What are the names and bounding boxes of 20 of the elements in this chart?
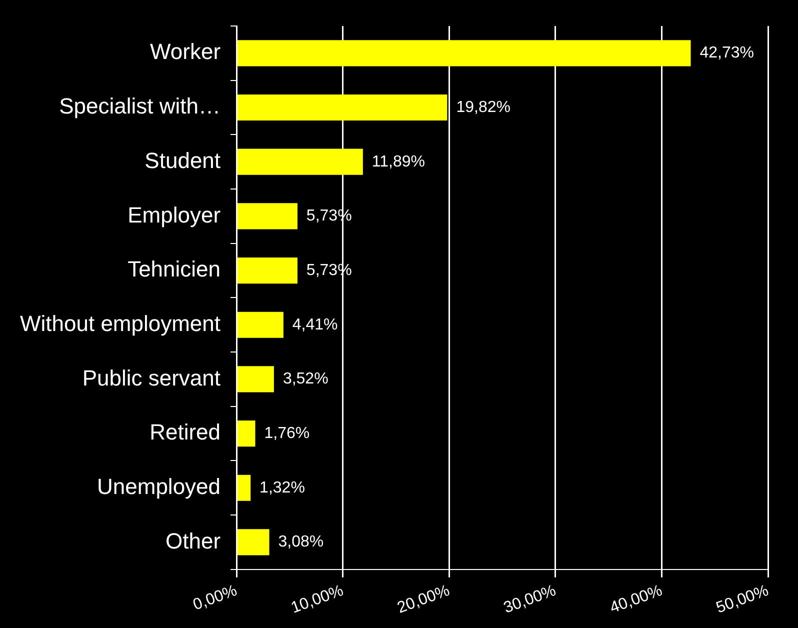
data-label: 3,08% bbox=[278, 534, 324, 551]
data-label: 1,76% bbox=[264, 424, 310, 442]
y-tick-label: Tehnicien bbox=[128, 256, 221, 282]
y-tick-label: Without employment bbox=[20, 310, 221, 336]
y-tick-label: Worker bbox=[150, 39, 221, 64]
y-tick-label: Retired bbox=[150, 420, 221, 445]
y-tick-label: Student bbox=[144, 148, 221, 173]
y-tick-label: Other bbox=[165, 528, 221, 554]
x-tick-label: 40,00% bbox=[608, 582, 665, 617]
data-label: 19,82% bbox=[456, 98, 510, 116]
data-label: 1,32% bbox=[260, 479, 305, 496]
y-tick-label: Public servant bbox=[82, 365, 221, 390]
data-label: 42,73% bbox=[700, 44, 754, 62]
x-tick-label: 0,00% bbox=[190, 582, 240, 614]
y-tick-label: Unemployed bbox=[97, 474, 221, 499]
data-label: 3,52% bbox=[282, 370, 328, 388]
y-tick-label: Specialist with… bbox=[59, 94, 221, 119]
y-tick-label: Employer bbox=[128, 202, 221, 228]
data-label: 11,89% bbox=[372, 153, 425, 170]
data-label: 4,41% bbox=[292, 316, 338, 334]
